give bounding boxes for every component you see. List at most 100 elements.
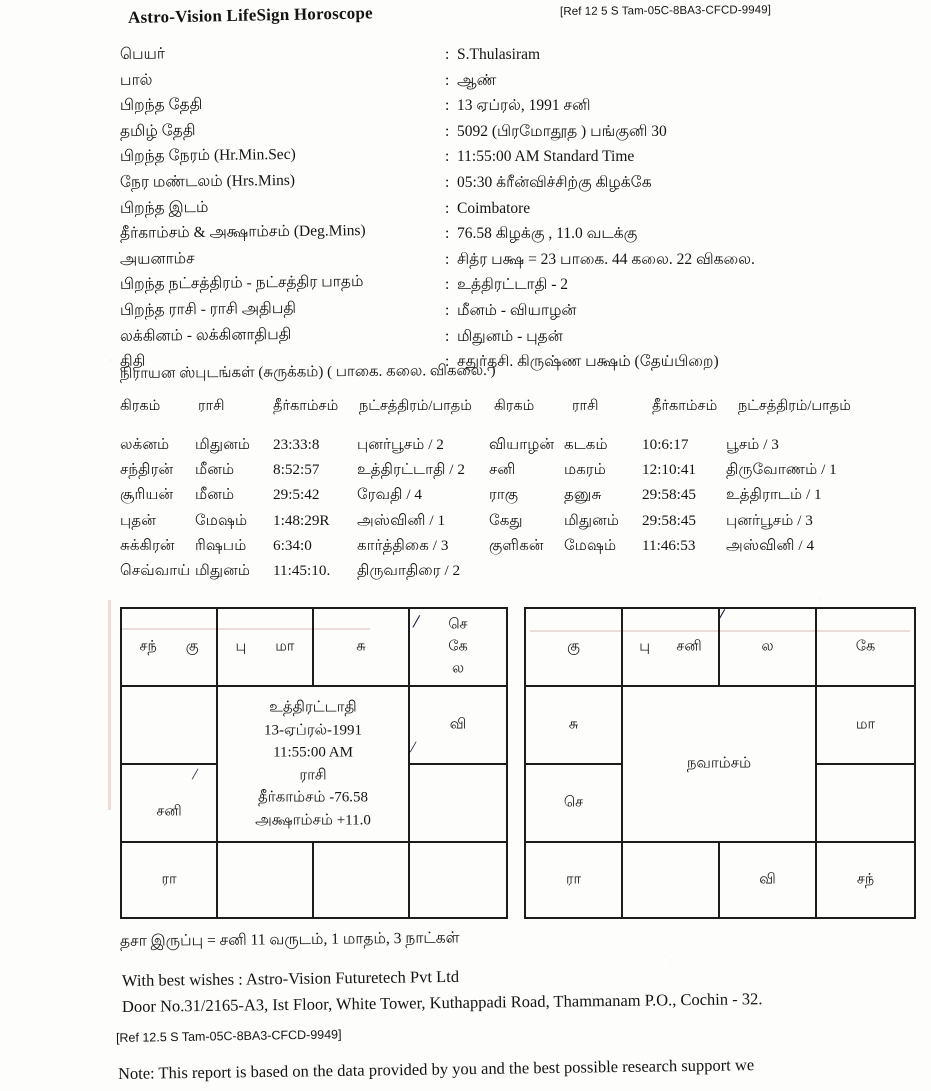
planet-star-pada: அஸ்வினி / 4 [726, 536, 815, 554]
detail-row: பிறந்த ராசி - ராசி அதிபதி : மீனம் - வியா… [120, 300, 900, 328]
planetary-positions-caption: நிராயன ஸ்புடங்கள் (சுருக்கம்) ( பாகை. கல… [119, 362, 496, 382]
detail-label: பிறந்த தேதி [119, 96, 203, 115]
planet-star-pada: ரேவதி / 4 [357, 486, 423, 504]
planet-abbr: கே [448, 638, 468, 655]
planet-name: லக்னம் [120, 436, 170, 453]
rasi-cell-r0c3: ⁄⁄ செ கே ல [410, 609, 506, 687]
planet-longitude: 29:58:45 [642, 486, 697, 504]
planet-abbr: சனி [156, 803, 182, 820]
rasi-cell-r2c0: ⁄ சனி [122, 765, 218, 843]
planet-abbr: ல [451, 659, 465, 676]
planetary-table-header: கிரகம் ராசி தீர்காம்சம் நட்சத்திரம்/பாதம… [120, 398, 880, 416]
detail-label: பால் [119, 71, 153, 89]
navamsa-cell-r2c0: செ [526, 765, 623, 843]
planet-rasi: மிதுனம் [195, 436, 251, 453]
best-wishes-line1: With best wishes : Astro-Vision Futurete… [121, 966, 460, 990]
detail-label: தீர்காம்சம் & அக்ஷாம்சம் (Deg.Mins) [119, 222, 366, 243]
navamsa-cell-r1c3: மா [817, 687, 914, 765]
detail-label: லக்கினம் - லக்கினாதிபதி [119, 325, 292, 345]
table-row: ராகு தனுசு 29:58:45 உத்திராடம் / 1 [489, 486, 876, 511]
planet-longitude: 12:10:41 [642, 461, 697, 479]
table-row: புதன் மேஷம் 1:48:29R அஸ்வினி / 1 [120, 512, 507, 537]
planet-abbr: செ [448, 616, 468, 633]
planet-name: சூரியன் [120, 486, 174, 504]
detail-colon: : [445, 97, 450, 115]
detail-colon: : [445, 225, 450, 243]
detail-row: பிறந்த நட்சத்திரம் - நட்சத்திர பாதம் : உ… [120, 273, 900, 302]
planet-abbr: சு [568, 716, 579, 733]
detail-label: பெயர் [119, 45, 166, 63]
planet-star-pada: புனர்பூசம் / 2 [357, 436, 444, 453]
detail-value: சித்ர பக்ஷ = 23 பாகை. 44 கலை. 22 விகலை. [457, 250, 755, 268]
detail-colon: : [445, 122, 450, 140]
table-row: குளிகன் மேஷம் 11:46:53 அஸ்வினி / 4 [489, 537, 876, 562]
planet-abbr: சந் [139, 638, 157, 655]
planet-longitude: 11:45:10. [273, 561, 331, 579]
planet-abbr: பு [235, 638, 247, 655]
rasi-cell-r2c3 [410, 765, 506, 843]
disclaimer-note: Note: This report is based on the data p… [117, 1055, 755, 1083]
planet-abbr: செ [563, 794, 584, 811]
navamsa-cell-r0c1: பு சனி [623, 609, 720, 687]
detail-value: 11:55:00 AM Standard Time [457, 148, 635, 166]
planet-longitude: 29:5:42 [273, 486, 320, 504]
detail-label: நேர மண்டலம் (Hrs.Mins) [119, 171, 296, 191]
planet-abbr: கு [567, 638, 580, 655]
diagonal-mark-icon: ⁄⁄ [720, 609, 721, 625]
planet-abbr: மா [275, 638, 295, 655]
navamsa-center-label: நவாம்சம் [686, 755, 752, 772]
center-time: 11:55:00 AM [273, 744, 353, 761]
planetary-table-right: வியாழன் கடகம் 10:6:17 பூசம் / 3 சனி மகரம… [489, 436, 876, 562]
planet-name: செவ்வாய் [120, 561, 191, 579]
planet-rasi: கடகம் [564, 436, 608, 453]
detail-label: பிறந்த ராசி - ராசி அதிபதி [119, 299, 297, 319]
navamsa-cell-r3c2: வி [720, 843, 817, 917]
table-row: சுக்கிரன் ரிஷபம் 6:34:0 கார்த்திகை / 3 [120, 537, 507, 562]
planet-rasi: மீனம் [195, 461, 235, 479]
detail-colon: : [445, 199, 450, 217]
planetary-table-left: லக்னம் மிதுனம் 23:33:8 புனர்பூசம் / 2 சந… [120, 436, 507, 587]
planet-rasi: மேஷம் [564, 536, 617, 554]
planet-abbr: ரா [565, 871, 582, 888]
rasi-cell-r0c0: சந் கு [122, 609, 218, 687]
detail-value: மீனம் - வியாழன் [457, 301, 577, 319]
detail-value: Coimbatore [457, 199, 531, 217]
detail-row: திதி : சதுர்தசி. கிருஷ்ண பக்ஷம் (தேய்பிற… [120, 353, 900, 379]
dasa-balance-text: தசா இருப்பு = சனி 11 வருடம், 1 மாதம், 3 … [119, 929, 460, 950]
planet-rasi: ரிஷபம் [195, 536, 247, 554]
planet-abbr: ல [761, 638, 774, 655]
planet-longitude: 23:33:8 [273, 436, 320, 453]
navamsa-cell-r1c0: சு [526, 687, 623, 765]
planet-abbr: பு [639, 638, 650, 655]
detail-value: 5092 (பிரமோதூத ) பங்குனி 30 [457, 122, 667, 140]
planet-abbr: ரா [161, 871, 177, 888]
center-longitude: தீர்காம்சம் -76.58 [258, 789, 368, 806]
detail-colon: : [445, 173, 450, 191]
reference-code-top: [Ref 12 5 S Tam-05C-8BA3-CFCD-9949] [559, 4, 772, 18]
planet-star-pada: திருவாதிரை / 2 [357, 561, 461, 579]
detail-colon: : [445, 148, 450, 166]
column-header-planet-right: கிரகம் [494, 398, 535, 414]
navamsa-cell-r0c0: கு [526, 609, 623, 687]
table-row: வியாழன் கடகம் 10:6:17 பூசம் / 3 [489, 436, 876, 461]
detail-label: பிறந்த நேரம் (Hr.Min.Sec) [119, 146, 296, 166]
table-row: சனி மகரம் 12:10:41 திருவோணம் / 1 [489, 461, 876, 486]
planet-rasi: மிதுனம் [564, 511, 620, 529]
navamsa-chart: கு பு சனி ⁄⁄ ல கே சு [524, 607, 916, 919]
detail-label: பிறந்த இடம் [119, 198, 209, 217]
detail-colon: : [445, 71, 450, 89]
table-row: கேது மிதுனம் 29:58:45 புனர்பூசம் / 3 [489, 512, 876, 537]
rasi-cell-r3c2 [314, 843, 410, 917]
detail-value: சதுர்தசி. கிருஷ்ண பக்ஷம் (தேய்பிறை) [457, 353, 719, 371]
table-row: லக்னம் மிதுனம் 23:33:8 புனர்பூசம் / 2 [120, 436, 507, 461]
column-header-longitude-left: தீர்காம்சம் [273, 398, 339, 414]
planet-name: சந்திரன் [120, 461, 174, 479]
best-wishes-line2: Door No.31/2165-A3, Ist Floor, White Tow… [121, 989, 763, 1016]
planet-abbr: சந் [856, 871, 875, 888]
column-header-star-right: நட்சத்திரம்/பாதம் [738, 398, 851, 414]
planet-abbr: மா [855, 716, 876, 733]
detail-label: பிறந்த நட்சத்திரம் - நட்சத்திர பாதம் [119, 273, 364, 294]
detail-value: 13 ஏப்ரல், 1991 சனி [457, 97, 591, 115]
detail-colon: : [445, 46, 450, 63]
